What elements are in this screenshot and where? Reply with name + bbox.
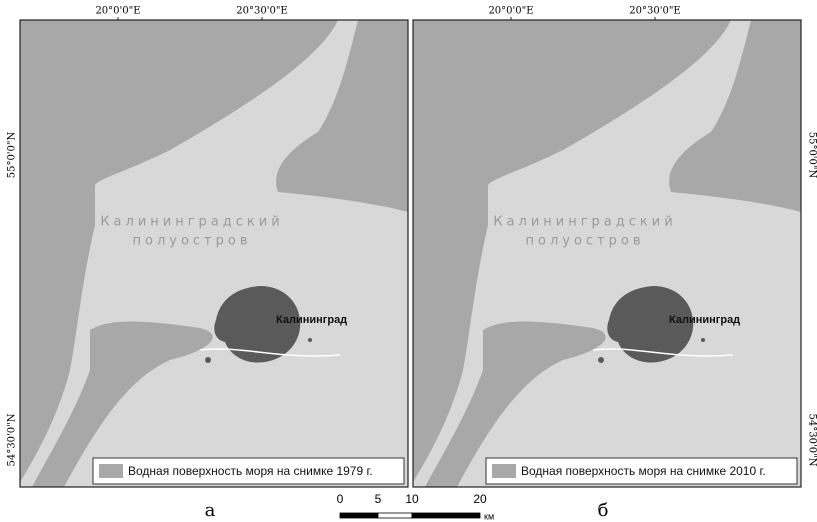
scale-segment bbox=[378, 513, 412, 518]
legend-swatch bbox=[99, 464, 123, 478]
scale-tick: 10 bbox=[405, 492, 419, 506]
map-panel: Калининградский полуостров Калининград Водн… bbox=[413, 17, 801, 487]
legend-swatch bbox=[492, 464, 516, 478]
peninsula-label: полуостров bbox=[526, 234, 645, 249]
lon-label: 20°30'0"E bbox=[236, 6, 287, 17]
scale-unit: км bbox=[484, 511, 494, 521]
legend-text: Водная поверхность моря на снимке 2010 г… bbox=[521, 464, 766, 478]
lon-label: 20°0'0"E bbox=[95, 6, 140, 17]
scale-segment bbox=[412, 513, 480, 518]
map-image bbox=[20, 20, 408, 487]
peninsula-label: Калининградский bbox=[100, 215, 283, 230]
scale-tick: 20 bbox=[473, 492, 487, 506]
panel-letter: а bbox=[205, 500, 216, 521]
map-image bbox=[413, 20, 801, 487]
legend-text: Водная поверхность моря на снимке 1979 г… bbox=[128, 464, 373, 478]
map-panel: Калининградский полуостров Калининград Водн… bbox=[20, 17, 408, 487]
peninsula-label: полуостров bbox=[133, 234, 252, 249]
lon-label: 20°0'0"E bbox=[488, 6, 533, 17]
lon-label: 20°30'0"E bbox=[629, 6, 680, 17]
lat-label: 55°0'0"N bbox=[807, 132, 817, 179]
figure: Калининградский полуостров Калининград Водн… bbox=[0, 0, 817, 522]
scale-segment bbox=[340, 513, 378, 518]
scale-tick: 0 bbox=[337, 492, 344, 506]
scale-tick: 5 bbox=[375, 492, 382, 506]
lat-label: 54°30'0"N bbox=[807, 414, 817, 467]
lat-label: 55°0'0"N bbox=[7, 131, 18, 178]
lat-label: 54°30'0"N bbox=[7, 413, 18, 466]
city-label: Калининград bbox=[669, 314, 740, 326]
peninsula-label: Калининградский bbox=[493, 215, 676, 230]
panel-letter: б bbox=[598, 500, 609, 521]
city-label: Калининград bbox=[276, 314, 347, 326]
